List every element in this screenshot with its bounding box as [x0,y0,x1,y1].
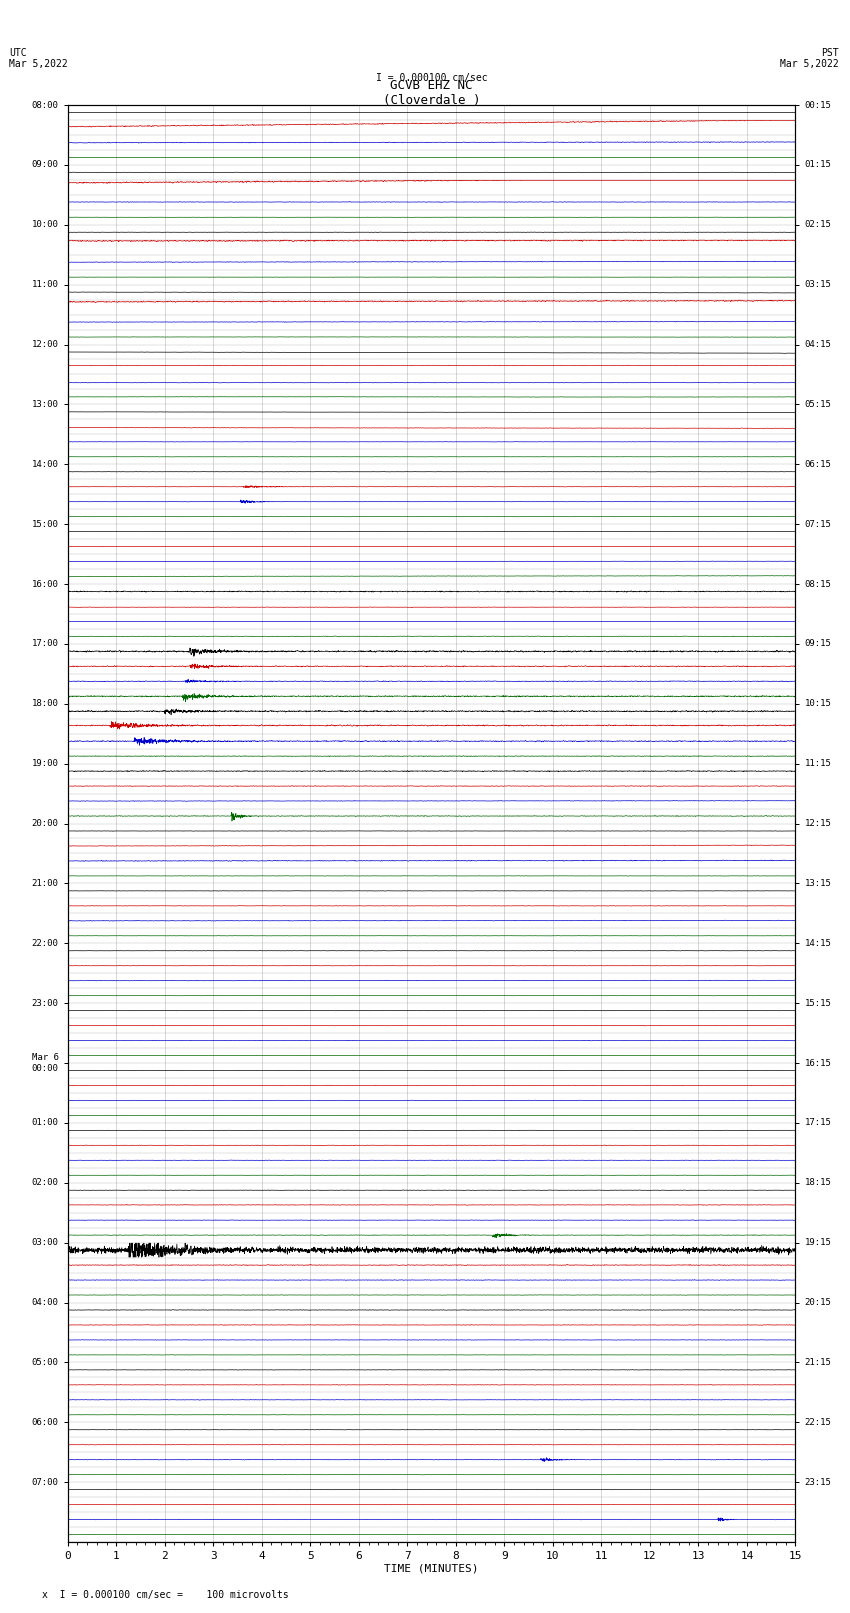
Text: x  I = 0.000100 cm/sec =    100 microvolts: x I = 0.000100 cm/sec = 100 microvolts [42,1590,289,1600]
Text: I = 0.000100 cm/sec: I = 0.000100 cm/sec [376,74,487,84]
Text: UTC
Mar 5,2022: UTC Mar 5,2022 [9,47,68,69]
Text: PST
Mar 5,2022: PST Mar 5,2022 [780,47,839,69]
Title: GCVB EHZ NC
(Cloverdale ): GCVB EHZ NC (Cloverdale ) [382,79,480,106]
X-axis label: TIME (MINUTES): TIME (MINUTES) [384,1565,479,1574]
